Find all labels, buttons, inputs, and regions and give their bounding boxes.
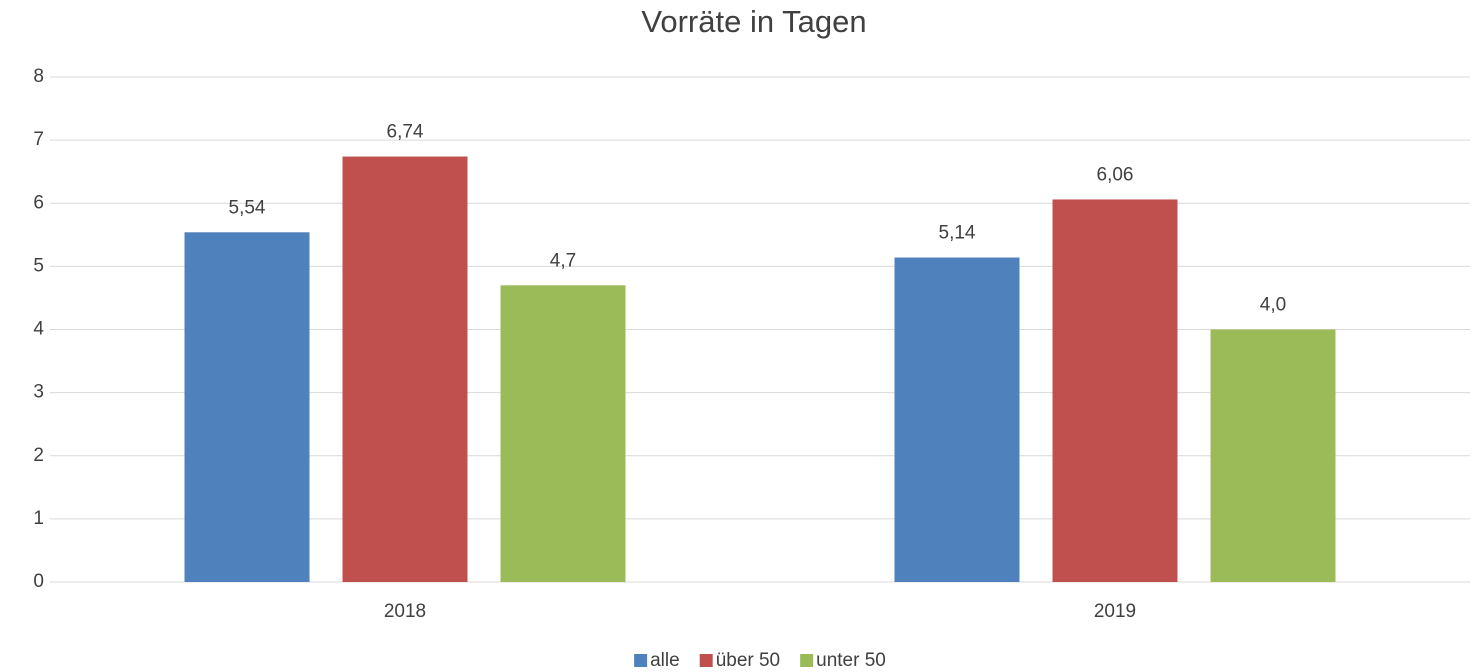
y-tick-label: 3 xyxy=(33,382,44,403)
bar xyxy=(500,285,626,582)
y-tick-label: 2 xyxy=(33,445,44,466)
value-label: 4,0 xyxy=(1260,295,1286,316)
value-label: 4,7 xyxy=(550,250,576,271)
y-tick-label: 7 xyxy=(33,129,44,150)
x-tick-label: 2018 xyxy=(384,601,426,622)
y-tick-label: 4 xyxy=(33,319,44,340)
bar xyxy=(184,232,310,582)
value-label: 5,54 xyxy=(229,197,266,218)
legend-label: unter 50 xyxy=(816,650,886,671)
legend-swatch xyxy=(800,654,814,667)
chart-title: Vorräte in Tagen xyxy=(641,4,866,39)
y-tick-label: 5 xyxy=(33,255,44,276)
y-tick-label: 8 xyxy=(33,66,44,87)
legend-label: alle xyxy=(650,650,680,671)
bar xyxy=(342,156,468,582)
value-label: 6,74 xyxy=(387,122,424,143)
legend-swatch xyxy=(634,654,648,667)
value-label: 5,14 xyxy=(939,223,976,244)
bar xyxy=(894,257,1020,582)
value-label: 6,06 xyxy=(1097,164,1134,185)
y-tick-label: 1 xyxy=(33,508,44,529)
bar xyxy=(1052,199,1178,582)
y-tick-label: 0 xyxy=(33,571,44,592)
bar xyxy=(1210,329,1336,582)
x-tick-label: 2019 xyxy=(1094,601,1136,622)
legend-swatch xyxy=(699,654,713,667)
legend-label: über 50 xyxy=(716,650,780,671)
y-tick-label: 6 xyxy=(33,192,44,213)
